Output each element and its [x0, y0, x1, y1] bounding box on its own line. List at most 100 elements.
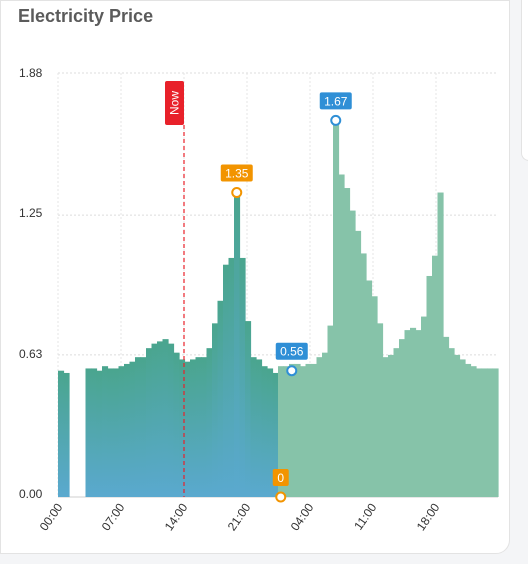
price-bar [476, 368, 483, 497]
price-bar [404, 330, 411, 497]
price-bar [465, 363, 472, 497]
annotation-label: 0.56 [280, 345, 304, 359]
price-bar [338, 174, 345, 497]
price-bar [162, 339, 169, 497]
max-price-annotation: 1.35 [220, 164, 253, 199]
price-bar [366, 280, 373, 497]
price-bar [426, 275, 433, 497]
price-bar [179, 359, 186, 497]
price-bar [140, 357, 147, 497]
price-chart: 1.88 1.25 0.63 0.00 00:00 07:00 14:00 21… [19, 66, 499, 533]
price-bar [454, 354, 461, 497]
annotation-point [286, 365, 298, 377]
price-bar [245, 321, 252, 497]
y-tick-label: 0.63 [19, 347, 43, 361]
price-bar [124, 363, 131, 497]
annotation-tag [275, 342, 308, 360]
price-bar [96, 370, 103, 497]
price-bar [118, 366, 125, 497]
annotation-point [275, 491, 287, 503]
adjacent-card-edge [521, 0, 528, 161]
price-bar [382, 357, 389, 497]
bars-group [58, 120, 499, 498]
x-tick-label: 04:00 [288, 500, 317, 533]
price-bar [355, 230, 362, 497]
price-bar [300, 366, 307, 497]
price-bar [146, 348, 153, 497]
price-bar [305, 363, 312, 497]
price-bar [63, 372, 70, 497]
price-bar [333, 120, 340, 498]
price-bar [234, 192, 241, 497]
x-tick-label: 21:00 [225, 500, 254, 533]
annotation-label: 1.35 [225, 167, 249, 181]
annotation-label: 0 [277, 471, 284, 485]
annotation-label: 1.67 [324, 94, 348, 108]
annotation-point [231, 187, 243, 199]
price-bar [184, 361, 191, 497]
annotation-tag [220, 164, 253, 182]
price-bar [113, 368, 120, 497]
x-tick-label: 00:00 [37, 500, 66, 533]
price-bar [272, 372, 279, 497]
price-bar [107, 368, 114, 497]
electricity-price-card: Electricity Price 1.88 1.25 0.63 0.00 00… [0, 0, 510, 554]
price-bar [91, 368, 98, 497]
price-bar [256, 359, 263, 497]
price-bar [393, 348, 400, 497]
now-badge [165, 81, 184, 125]
price-bar [168, 343, 175, 497]
y-tick-label: 1.25 [19, 206, 43, 220]
price-bar [410, 327, 417, 497]
price-bar [344, 188, 351, 497]
price-bar [294, 363, 301, 497]
annotation-tag [319, 92, 352, 110]
price-bar [190, 359, 197, 497]
y-axis: 1.88 1.25 0.63 0.00 [19, 66, 43, 501]
x-tick-label: 11:00 [351, 500, 379, 532]
price-bar [239, 257, 246, 497]
y-tick-label: 1.88 [19, 66, 43, 80]
price-bar [371, 296, 378, 497]
price-bar [223, 264, 230, 497]
price-bar [135, 357, 142, 497]
x-axis: 00:00 07:00 14:00 21:00 04:00 11:00 18:0… [37, 500, 443, 533]
price-bar [278, 366, 285, 497]
price-bar [432, 255, 439, 497]
price-bar [487, 368, 494, 497]
price-bar [201, 357, 208, 497]
price-bar [327, 325, 334, 497]
price-bar [195, 357, 202, 497]
price-bar [289, 363, 296, 497]
price-bar [437, 192, 444, 497]
x-tick-label: 07:00 [99, 500, 128, 533]
price-bar [173, 352, 180, 497]
price-bar [492, 368, 499, 497]
price-bar [459, 359, 466, 497]
price-bar [157, 341, 164, 497]
min-price-annotation: 0.56 [275, 342, 308, 377]
now-label: Now [168, 91, 182, 115]
price-bar [470, 366, 477, 497]
price-bar [217, 300, 224, 497]
price-bar [421, 316, 428, 497]
price-bar [311, 363, 318, 497]
price-bar [388, 354, 395, 497]
price-bar [206, 348, 213, 497]
price-bar [448, 348, 455, 497]
annotation-tag [272, 469, 289, 486]
max-price-annotation: 1.67 [319, 92, 352, 126]
y-tick-label: 0.00 [19, 487, 43, 501]
price-bar [267, 368, 274, 497]
x-tick-label: 18:00 [414, 500, 443, 533]
price-bar [85, 368, 92, 497]
annotations: 1.35 0 1.67 0.56 [220, 92, 352, 503]
min-price-annotation: 0 [272, 469, 289, 503]
price-bar [360, 253, 367, 497]
price-bar [261, 366, 268, 497]
price-bar [377, 323, 384, 497]
price-bar [481, 368, 488, 497]
price-bar [283, 366, 290, 497]
price-bar [212, 323, 219, 497]
price-bar [102, 366, 109, 497]
